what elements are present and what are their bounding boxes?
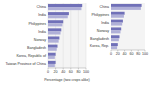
plot-area — [111, 3, 145, 50]
bar — [111, 23, 122, 26]
bar — [48, 40, 59, 43]
bars — [48, 4, 82, 67]
grid-line — [86, 3, 87, 68]
bars — [111, 4, 142, 49]
x-tick-label: 60 — [69, 70, 73, 74]
bar — [111, 12, 125, 15]
category-label: Bangladesh — [90, 37, 109, 41]
bar — [48, 4, 82, 7]
category-label: Philippines — [29, 22, 47, 26]
x-tick-label: 40 — [123, 52, 127, 56]
category-label: Korea, Republic of — [16, 54, 46, 58]
x-tick-label: 0 — [110, 52, 112, 56]
bar — [48, 56, 55, 59]
bar — [48, 15, 68, 18]
bar — [48, 48, 57, 51]
bar — [111, 4, 142, 7]
bar — [111, 46, 117, 49]
x-axis-line — [48, 68, 86, 69]
bar — [111, 35, 120, 38]
x-tick-label: 20 — [54, 70, 58, 74]
x-tick-label: 60 — [129, 52, 133, 56]
category-label: India — [38, 13, 46, 17]
page: {"chart_data": [ {"type": "bar", "orient… — [0, 0, 150, 87]
x-axis-label: Percentage (two crops alike) — [44, 78, 90, 82]
x-tick-label: 100 — [83, 70, 89, 74]
bar — [48, 12, 69, 15]
category-label: India — [101, 21, 109, 25]
bar — [48, 20, 63, 23]
grid-line — [70, 3, 71, 68]
category-label: Norway — [34, 38, 46, 42]
bar — [48, 31, 61, 34]
bar — [111, 15, 124, 18]
category-label: China — [37, 5, 46, 9]
chart: China Philippines India Norway Bangladesh Kor… — [90, 3, 148, 56]
x-tick-label: 20 — [116, 52, 120, 56]
bar — [111, 20, 123, 23]
x-tick-label: 80 — [136, 52, 140, 56]
category-label: Korea, Rep. — [90, 44, 109, 48]
category-label: India — [38, 30, 46, 34]
x-tick-label: 40 — [61, 70, 65, 74]
bar — [48, 61, 56, 64]
bar — [111, 38, 119, 41]
bar — [111, 27, 121, 30]
bar — [48, 23, 62, 26]
bar — [111, 7, 141, 10]
bar — [48, 45, 58, 48]
x-tick-label: 80 — [76, 70, 80, 74]
category-label: Taiwan Province of China — [5, 62, 46, 66]
bar — [48, 36, 59, 39]
bar — [48, 64, 55, 67]
category-label: Bangladesh — [27, 46, 46, 50]
plot-area — [48, 3, 86, 68]
bar — [48, 53, 56, 56]
grid-line — [78, 3, 79, 68]
bar — [48, 7, 81, 10]
bar — [48, 28, 61, 31]
chart: China India Philippines India Norway Banglade… — [5, 3, 89, 82]
category-label: Philippines — [92, 13, 110, 17]
x-axis-line — [111, 50, 145, 51]
bar — [111, 43, 118, 46]
category-label: China — [100, 5, 109, 9]
category-label: Norway — [97, 29, 109, 33]
x-tick-label: 0 — [47, 70, 49, 74]
chart-svg: China India Philippines India Norway Banglade… — [0, 0, 150, 87]
x-tick-label: 100 — [142, 52, 148, 56]
bar — [111, 30, 121, 33]
